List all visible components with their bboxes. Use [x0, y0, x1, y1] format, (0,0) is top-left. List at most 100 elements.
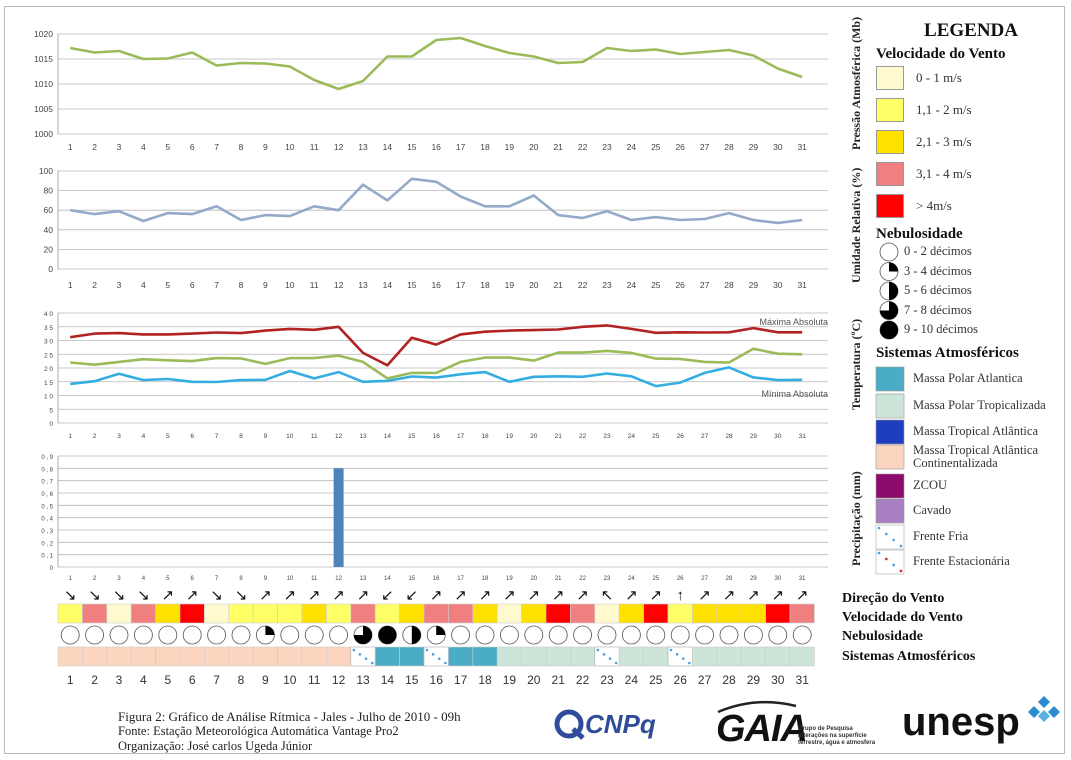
x-tick-label: 31: [799, 433, 807, 440]
wind-direction-arrow: ↗: [357, 587, 370, 604]
x-tick-label: 27: [701, 576, 708, 582]
bottom-day-label: 1: [67, 673, 74, 687]
x-tick-label: 10: [286, 576, 293, 582]
wind-direction-arrow: ↗: [552, 587, 565, 604]
x-tick-label: 31: [797, 142, 807, 152]
cloud-fill: [378, 626, 397, 644]
front-cell: [875, 524, 905, 550]
cnpq-wordmark: CNPq: [585, 709, 656, 739]
bottom-day-label: 30: [771, 673, 785, 687]
x-tick-label: 24: [628, 433, 636, 440]
x-tick-label: 1: [69, 576, 73, 582]
wind-speed-cell: [667, 603, 693, 624]
wind-speed-cell: [570, 603, 596, 624]
y-tick-label: 0 , 1: [41, 554, 53, 560]
front-dot: [608, 657, 612, 660]
front-dot: [877, 551, 881, 555]
legend-cloud-title: Nebulosidade: [876, 226, 963, 242]
x-tick-label: 3: [117, 280, 122, 290]
cloud-cover-glyph: [622, 625, 641, 645]
wind-speed-cell: [716, 603, 742, 624]
wind-speed-cell: [228, 603, 254, 624]
y-tick-label: 0 , 8: [41, 467, 53, 473]
legend-label: > 4m/s: [916, 198, 952, 213]
x-tick-label: 5: [166, 576, 170, 582]
cloud-cover-glyph: [329, 625, 349, 645]
cloud-cover-glyph: [695, 625, 714, 645]
wind-direction-arrow: ↗: [479, 587, 492, 604]
x-tick-label: 22: [578, 280, 588, 290]
cloud-fill: [411, 626, 421, 644]
legend-cloud-glyph: [879, 320, 899, 340]
legend-cloud-label: 7 - 8 décimos: [904, 302, 972, 317]
x-tick-label: 5: [165, 280, 170, 290]
front-dot: [614, 661, 618, 665]
x-tick-label: 29: [749, 280, 759, 290]
legend-system-swatch: [875, 498, 905, 524]
x-tick-label: 29: [750, 433, 758, 440]
x-tick-label: 28: [724, 280, 734, 290]
x-tick-label: 31: [799, 576, 806, 582]
x-tick-label: 24: [627, 280, 637, 290]
front-dot: [899, 569, 903, 573]
cloud-fill: [436, 626, 446, 635]
bottom-day-label: 5: [164, 673, 171, 687]
bottom-day-label: 6: [189, 673, 196, 687]
y-tick-label: 5: [49, 407, 53, 414]
bottom-day-label: 16: [430, 673, 444, 687]
legend-system-label: Massa Tropical Atlântica: [913, 443, 1038, 457]
y-tick-label: 40: [44, 225, 54, 235]
x-tick-label: 26: [677, 576, 684, 582]
front-dot: [364, 657, 368, 660]
y-tick-label: 0 , 2: [41, 541, 53, 547]
system-cell: [643, 646, 669, 667]
legend-cloud-label: 9 - 10 décimos: [904, 322, 978, 336]
legend-swatch: [876, 98, 904, 122]
x-tick-label: 17: [456, 280, 466, 290]
cloud-outline: [670, 625, 690, 645]
x-tick-label: 18: [482, 576, 489, 582]
cloud-outline: [182, 625, 202, 645]
legend-label: 0 - 1 m/s: [916, 70, 962, 85]
x-tick-label: 6: [190, 280, 195, 290]
front-dot: [437, 657, 441, 660]
x-tick-label: 29: [750, 576, 757, 582]
x-tick-label: 21: [553, 142, 563, 152]
x-tick-label: 31: [797, 280, 807, 290]
cloud-cover-glyph: [719, 625, 739, 645]
x-tick-label: 10: [285, 142, 295, 152]
series-line: [70, 366, 803, 388]
legend-label: 3,1 - 4 m/s: [916, 166, 972, 181]
system-cell: [82, 646, 108, 667]
x-tick-label: 17: [457, 576, 464, 582]
x-tick-label: 25: [652, 433, 660, 440]
wind-direction-arrow: ↗: [747, 587, 760, 604]
legend-system-swatch: [875, 393, 905, 419]
wind-direction-arrow: ↗: [650, 587, 663, 604]
wind-speed-cell: [130, 603, 156, 624]
front-dot: [892, 563, 896, 567]
x-tick-label: 16: [433, 433, 441, 440]
gaia-subtitle-1: Grupo de Pesquisa: [798, 726, 853, 732]
x-tick-label: 23: [602, 280, 612, 290]
wind-speed-cell: [252, 603, 278, 624]
x-tick-label: 16: [431, 280, 441, 290]
x-tick-label: 6: [190, 142, 195, 152]
x-tick-label: 28: [726, 576, 733, 582]
x-tick-label: 23: [603, 433, 611, 440]
figure-source: Fonte: Estação Meteorológica Automática …: [118, 724, 399, 738]
y-tick-label: 0 , 4: [41, 517, 53, 523]
wind-speed-cell: [692, 603, 718, 624]
wind-direction-arrow: ↘: [210, 587, 223, 604]
cloud-outline: [329, 625, 349, 645]
bar: [333, 468, 344, 567]
cloud-cover-glyph: [402, 625, 422, 645]
wind-speed-cell: [643, 603, 669, 624]
x-tick-label: 24: [628, 576, 635, 582]
x-tick-label: 30: [773, 280, 783, 290]
legend-swatch: [876, 194, 904, 218]
x-tick-label: 25: [651, 280, 661, 290]
x-tick-label: 22: [579, 576, 586, 582]
bottom-day-label: 21: [552, 673, 566, 687]
cloud-outline: [475, 625, 495, 645]
